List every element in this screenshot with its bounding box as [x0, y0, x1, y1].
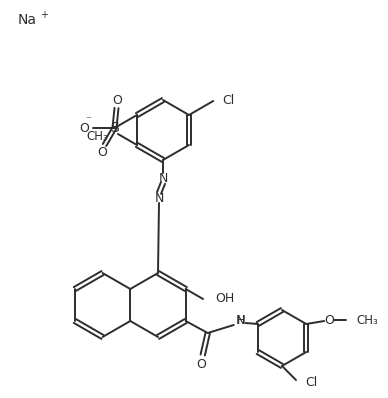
- Text: S: S: [110, 121, 119, 135]
- Text: N: N: [154, 191, 164, 205]
- Text: CH₃: CH₃: [86, 129, 108, 142]
- Text: N: N: [158, 172, 168, 185]
- Text: N: N: [236, 314, 245, 328]
- Text: OH: OH: [215, 293, 234, 306]
- Text: O: O: [97, 146, 107, 160]
- Text: CH₃: CH₃: [356, 314, 378, 326]
- Text: H: H: [237, 314, 246, 328]
- Text: O: O: [196, 357, 206, 371]
- Text: Na: Na: [18, 13, 37, 27]
- Text: +: +: [40, 10, 48, 20]
- Text: O: O: [80, 121, 90, 135]
- Text: ⁻: ⁻: [86, 115, 92, 125]
- Text: O: O: [113, 94, 123, 107]
- Text: O: O: [324, 314, 334, 326]
- Text: Cl: Cl: [305, 375, 317, 388]
- Text: Cl: Cl: [222, 94, 234, 107]
